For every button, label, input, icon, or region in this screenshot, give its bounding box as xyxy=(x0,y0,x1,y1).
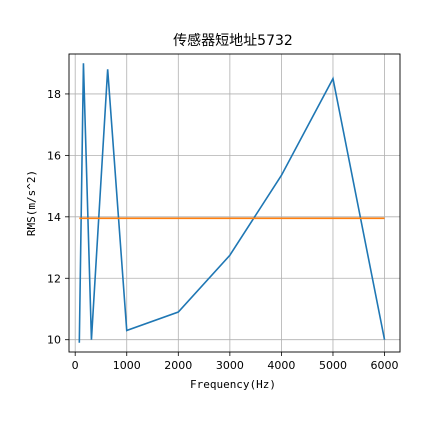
chart-title: 传感器短地址5732 xyxy=(173,32,293,49)
x-tick-label: 5000 xyxy=(319,359,347,372)
x-tick-label: 1000 xyxy=(113,359,141,372)
series-line-1 xyxy=(78,63,386,343)
y-tick-label: 10 xyxy=(47,334,61,347)
y-tick-label: 18 xyxy=(47,88,61,101)
x-tick-label: 0 xyxy=(72,359,79,372)
plot-area xyxy=(69,54,400,352)
grid-layer xyxy=(69,54,400,352)
y-tick-label: 12 xyxy=(47,272,61,285)
x-tick-label: 2000 xyxy=(164,359,192,372)
x-tick-label: 3000 xyxy=(216,359,244,372)
x-axis-label: Frequency(Hz) xyxy=(190,378,276,391)
x-tick-label: 4000 xyxy=(267,359,295,372)
y-tick-label: 16 xyxy=(47,149,61,162)
plot-frame xyxy=(68,53,401,353)
y-axis-label: RMS(m/s^2) xyxy=(25,170,38,236)
series-layer xyxy=(78,63,386,343)
y-tick-label: 14 xyxy=(47,211,61,224)
x-tick-label: 6000 xyxy=(371,359,399,372)
axes-layer: 0 1000 2000 3000 4000 5000 6000 10 12 14 16 18 xyxy=(47,53,401,372)
